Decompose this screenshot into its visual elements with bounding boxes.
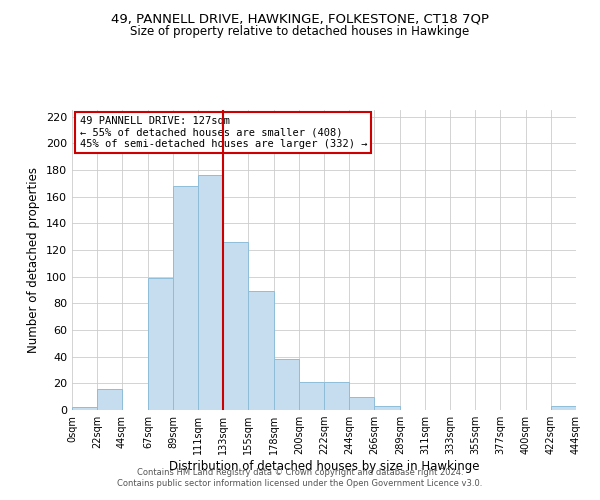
Y-axis label: Number of detached properties: Number of detached properties — [28, 167, 40, 353]
Bar — [148, 278, 173, 410]
Bar — [173, 186, 198, 410]
Bar — [551, 406, 576, 410]
Bar — [324, 382, 349, 410]
Bar — [198, 176, 223, 410]
Bar — [349, 396, 374, 410]
Bar — [374, 406, 400, 410]
X-axis label: Distribution of detached houses by size in Hawkinge: Distribution of detached houses by size … — [169, 460, 479, 473]
Bar — [274, 360, 299, 410]
Bar — [97, 388, 122, 410]
Bar — [72, 408, 97, 410]
Text: 49, PANNELL DRIVE, HAWKINGE, FOLKESTONE, CT18 7QP: 49, PANNELL DRIVE, HAWKINGE, FOLKESTONE,… — [111, 12, 489, 26]
Bar — [223, 242, 248, 410]
Text: Contains HM Land Registry data © Crown copyright and database right 2024.
Contai: Contains HM Land Registry data © Crown c… — [118, 468, 482, 487]
Text: 49 PANNELL DRIVE: 127sqm
← 55% of detached houses are smaller (408)
45% of semi-: 49 PANNELL DRIVE: 127sqm ← 55% of detach… — [80, 116, 367, 149]
Bar — [248, 292, 274, 410]
Text: Size of property relative to detached houses in Hawkinge: Size of property relative to detached ho… — [130, 25, 470, 38]
Bar — [299, 382, 324, 410]
